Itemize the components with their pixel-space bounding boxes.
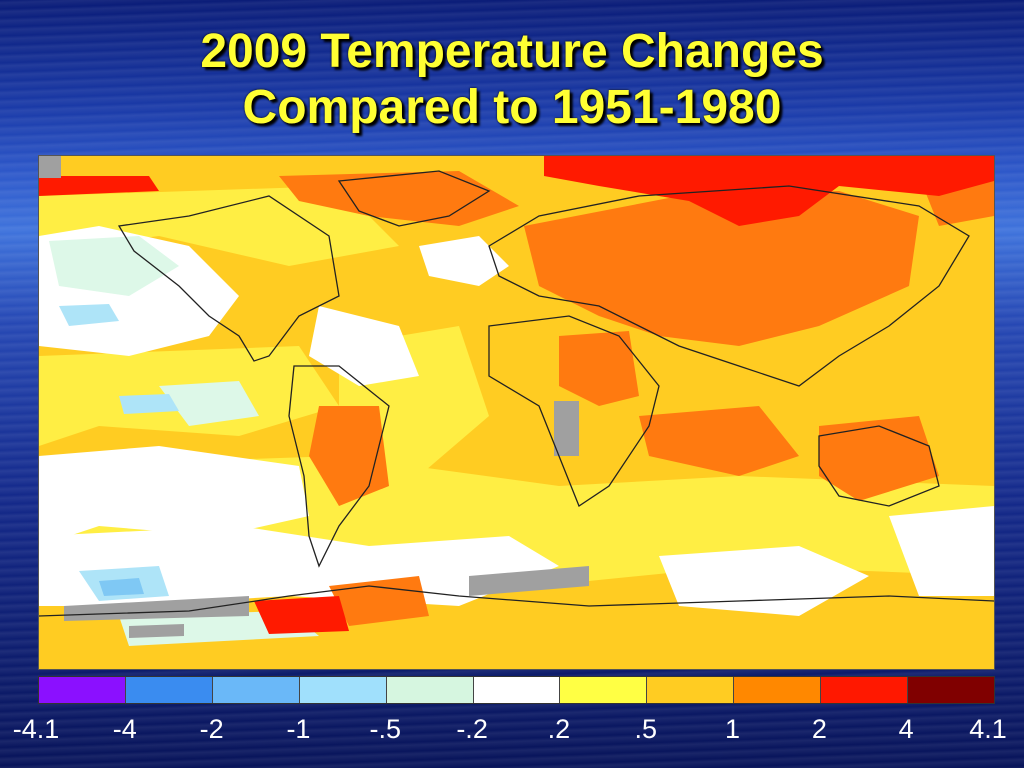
world-map-svg <box>39 156 994 669</box>
coastlines <box>39 170 994 617</box>
red-arctic-russia <box>544 156 994 226</box>
orange-siberia <box>524 191 919 346</box>
scale-swatch-7 <box>647 677 735 703</box>
scale-tick-label: 4 <box>898 714 914 744</box>
yellow-band-north-pacific <box>39 186 399 266</box>
coast-north-america <box>117 195 340 362</box>
scale-swatch-8 <box>734 677 822 703</box>
coast-africa <box>488 315 660 507</box>
orange-greenland <box>279 171 519 226</box>
scale-tick-label: 1 <box>725 714 741 744</box>
scale-tick-label: -2 <box>199 714 224 744</box>
missing-antarctica-east <box>469 566 589 596</box>
light-blue-north-pacific <box>59 304 119 326</box>
scale-tick-label: -.2 <box>456 714 488 744</box>
red-arctic-canada <box>39 176 159 196</box>
scale-swatch-9 <box>821 677 909 703</box>
scale-swatch-0 <box>39 677 126 703</box>
orange-south-america <box>309 406 389 506</box>
title-line-2: Compared to 1951-1980 <box>242 81 782 134</box>
coast-australia <box>818 425 940 507</box>
sky-blue-south-pacific <box>99 578 144 596</box>
scale-swatch-6 <box>560 677 648 703</box>
scale-tick-label: -4.1 <box>12 714 60 744</box>
white-south-ocean <box>39 526 559 606</box>
white-southeast-pacific <box>889 506 994 596</box>
missing-central-africa <box>554 401 579 456</box>
scale-swatch-3 <box>299 677 387 703</box>
light-blue-pacific-equator <box>119 394 179 414</box>
pale-green-pacific <box>159 381 259 426</box>
missing-antarctica-west <box>64 596 249 621</box>
temperature-anomaly-map <box>38 155 995 670</box>
coast-greenland <box>337 170 491 227</box>
scale-swatch-10 <box>908 677 994 703</box>
page-title: 2009 Temperature Changes Compared to 195… <box>0 24 1024 136</box>
scale-tick-label: -.5 <box>369 714 402 744</box>
white-north-atlantic <box>419 236 509 286</box>
scale-tick-label: 4.1 <box>969 714 1007 744</box>
missing-antarctica-strip <box>129 624 184 638</box>
scale-tick-label: .2 <box>547 714 571 744</box>
pale-green-alaska <box>49 236 179 296</box>
red-antarctica <box>254 596 349 634</box>
orange-india-ocean <box>639 406 799 476</box>
title-line-1: 2009 Temperature Changes <box>200 25 824 78</box>
scale-tick-label: .5 <box>634 714 657 744</box>
color-scale-tick-labels: -4.1 -4 -2 -1 -.5 -.2 .2 .5 1 2 4 4.1 <box>0 712 1024 748</box>
coast-eurasia <box>488 185 970 387</box>
color-scale-legend <box>38 676 995 704</box>
scale-swatch-4 <box>386 677 474 703</box>
scale-tick-label: 2 <box>811 714 827 744</box>
white-central-pacific <box>39 446 309 546</box>
missing-arctic <box>39 156 61 178</box>
coast-antarctica <box>39 585 994 617</box>
scale-swatch-1 <box>125 677 213 703</box>
scale-tick-label: -4 <box>112 714 137 744</box>
coast-south-america <box>288 365 390 568</box>
orange-australia <box>819 416 939 501</box>
scale-swatch-2 <box>212 677 300 703</box>
orange-north-africa <box>559 331 639 406</box>
scale-swatch-5 <box>473 677 561 703</box>
scale-tick-label: -1 <box>286 714 311 744</box>
